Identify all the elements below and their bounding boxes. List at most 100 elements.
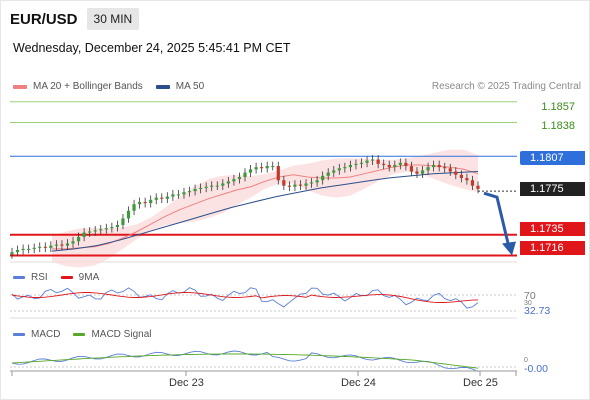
candle-body <box>143 202 147 204</box>
rsi-level-70: 70 <box>524 290 536 302</box>
candle-body <box>32 247 36 249</box>
candle-body <box>71 241 75 244</box>
candle-body <box>370 159 375 161</box>
candle-body <box>215 185 219 187</box>
candle-body <box>332 170 336 173</box>
candle-body <box>465 178 469 181</box>
macd-legend-label: MACD <box>31 329 61 340</box>
candle-body <box>432 164 436 168</box>
candle-body <box>160 197 164 199</box>
rsi-ma-line <box>11 292 479 303</box>
candle-body <box>126 210 131 219</box>
x-label-dec24: Dec 24 <box>341 377 376 389</box>
candle-body <box>470 180 475 186</box>
macd-legend: MACD MACD Signal <box>13 329 164 340</box>
candle-body <box>376 159 380 164</box>
candle-body <box>88 231 92 233</box>
candle-body <box>326 172 330 176</box>
candle-body <box>165 196 169 199</box>
level-label-1: 1.1857 <box>541 101 575 113</box>
candle-body <box>232 179 236 182</box>
macd-zero: 0 <box>524 357 528 364</box>
candle-body <box>448 168 452 172</box>
candle-body <box>154 197 158 200</box>
rsi-level-30: 30 <box>524 300 532 307</box>
candle-body <box>271 166 275 168</box>
macd-value: -0.00 <box>524 363 548 375</box>
candle-body <box>265 166 269 169</box>
candle-body <box>254 167 258 170</box>
symbol-title: EUR/USD <box>10 10 78 28</box>
candle-body <box>443 167 447 169</box>
candle-body <box>93 230 97 232</box>
candle-body <box>248 169 253 173</box>
candle-body <box>204 186 208 188</box>
candle-body <box>243 172 247 177</box>
candle-body <box>132 204 136 211</box>
candle-body <box>382 163 386 165</box>
level-label-current: 1.1775 <box>520 182 585 196</box>
candle-body <box>76 236 81 242</box>
candle-body <box>354 163 358 165</box>
bollinger-band <box>52 149 478 268</box>
candle-body <box>210 185 214 187</box>
rsi-line <box>11 287 479 309</box>
candle-body <box>115 224 120 228</box>
x-label-dec23: Dec 23 <box>169 377 204 389</box>
candle-body <box>398 162 402 165</box>
candle-body <box>337 168 341 171</box>
candle-body <box>176 194 181 196</box>
candle-body <box>104 228 108 230</box>
candle-body <box>171 194 175 197</box>
rsi-legend: RSI 9MA <box>13 272 112 283</box>
candle-body <box>54 244 58 246</box>
candle-body <box>121 218 125 225</box>
candle-body <box>393 164 397 168</box>
candle-body <box>348 164 353 168</box>
candle-body <box>293 184 297 187</box>
candle-body <box>260 167 264 169</box>
ma50-line <box>51 171 479 252</box>
level-label-2: 1.1838 <box>541 120 575 132</box>
candle-body <box>404 162 408 167</box>
candle-body <box>437 164 441 168</box>
candle-body <box>298 184 303 186</box>
candle-body <box>415 171 419 174</box>
candle-body <box>110 227 114 229</box>
level-label-6: 1.1716 <box>520 241 585 255</box>
candle-body <box>454 171 458 175</box>
timeframe-badge[interactable]: 30 MIN <box>86 8 140 30</box>
candle-body <box>459 174 463 179</box>
forecast-arrowhead <box>502 241 516 256</box>
candle-body <box>476 185 480 189</box>
candle-body <box>420 170 425 174</box>
forecast-arrow <box>483 191 511 248</box>
rsi-ma-legend-label: 9MA <box>78 272 100 283</box>
candle-body <box>276 166 280 181</box>
candle-body <box>193 188 197 192</box>
level-label-3: 1.1807 <box>520 151 585 165</box>
candle-body <box>287 185 291 187</box>
macd-line <box>11 350 479 373</box>
level-label-5: 1.1735 <box>520 222 585 236</box>
candle-body <box>237 176 242 180</box>
credit-text: Research © 2025 Trading Central <box>431 81 581 92</box>
x-label-dec25: Dec 25 <box>463 377 498 389</box>
datetime-label: Wednesday, December 24, 2025 5:45:41 PM … <box>13 41 291 55</box>
rsi-value: 32.73 <box>524 305 551 317</box>
candle-body <box>343 167 347 169</box>
candle-body <box>304 183 308 186</box>
price-legend: MA 20 + Bollinger Bands MA 50 <box>13 81 217 92</box>
candle-body <box>43 246 47 248</box>
candle-body <box>99 229 103 231</box>
macd-signal-legend-label: MACD Signal <box>91 329 152 340</box>
candle-body <box>309 182 314 184</box>
legend-ma20: MA 20 + Bollinger Bands <box>13 81 143 92</box>
candle-body <box>10 252 14 255</box>
candle-body <box>187 191 192 193</box>
candle-body <box>27 248 31 250</box>
candle-body <box>199 187 203 189</box>
candle-body <box>426 167 430 171</box>
candle-body <box>387 164 391 168</box>
